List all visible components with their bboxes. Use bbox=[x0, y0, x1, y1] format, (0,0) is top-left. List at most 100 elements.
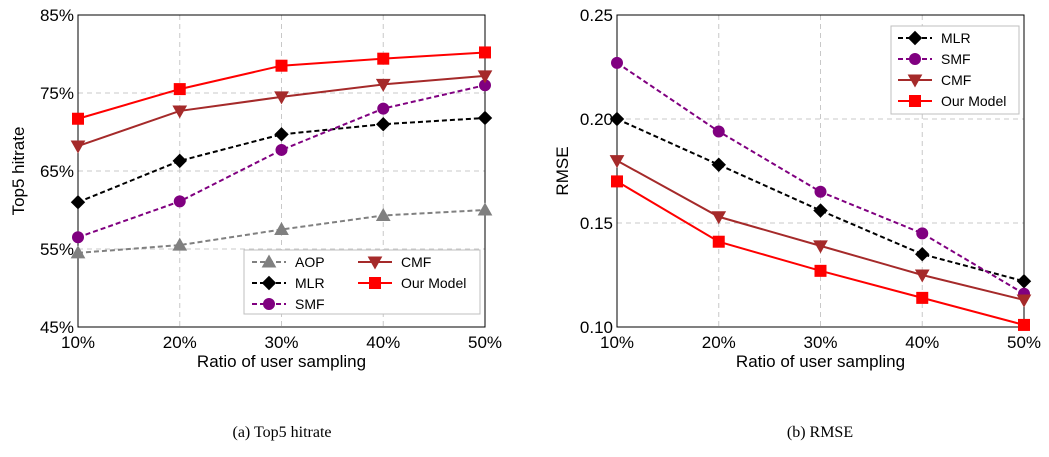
data-point bbox=[1016, 274, 1032, 289]
data-point bbox=[72, 231, 84, 244]
y-axis-label: RMSE bbox=[553, 146, 572, 195]
data-point bbox=[274, 127, 289, 142]
legend-label: AOP bbox=[295, 254, 325, 270]
data-point bbox=[275, 143, 288, 156]
legend-label: CMF bbox=[401, 254, 431, 270]
legend-label: SMF bbox=[941, 51, 971, 67]
caption: (a) Top5 hitrate bbox=[233, 424, 332, 441]
series-cmf bbox=[609, 155, 1032, 308]
data-point bbox=[70, 245, 86, 259]
data-point bbox=[915, 246, 930, 262]
series-mlr bbox=[609, 111, 1032, 289]
data-point bbox=[711, 211, 727, 225]
data-point bbox=[377, 52, 390, 65]
data-point bbox=[712, 125, 725, 138]
data-point bbox=[813, 203, 828, 218]
data-point bbox=[916, 291, 929, 304]
x-axis-label: Ratio of user sampling bbox=[736, 352, 905, 371]
x-tick-label: 50% bbox=[468, 333, 502, 352]
series-mlr bbox=[70, 110, 493, 210]
y-tick-label: 85% bbox=[40, 6, 74, 25]
y-tick-label: 65% bbox=[40, 162, 74, 181]
data-point bbox=[914, 269, 930, 283]
y-tick-label: 0.10 bbox=[580, 318, 613, 337]
data-point bbox=[477, 70, 493, 84]
data-point bbox=[275, 59, 288, 72]
series-our-model bbox=[611, 175, 1030, 331]
data-point bbox=[172, 153, 187, 169]
legend-marker bbox=[909, 53, 921, 65]
y-tick-label: 75% bbox=[40, 84, 74, 103]
data-point bbox=[814, 185, 827, 198]
data-point bbox=[274, 91, 289, 105]
y-tick-label: 45% bbox=[40, 318, 74, 337]
data-point bbox=[1016, 294, 1032, 308]
legend-label: MLR bbox=[295, 275, 325, 291]
legend-label: MLR bbox=[941, 30, 971, 46]
legend-marker bbox=[907, 30, 923, 46]
legend-marker bbox=[261, 275, 277, 291]
legend-marker bbox=[261, 254, 277, 268]
series-smf bbox=[72, 79, 491, 244]
legend-label: SMF bbox=[295, 296, 325, 312]
x-tick-label: 40% bbox=[366, 333, 400, 352]
data-point bbox=[1018, 318, 1030, 331]
chart-top5-hitrate: 10% 20% 30% 40% 50% 45% 55% 65% 75% 85% Ratio of u… bbox=[9, 6, 502, 441]
caption: (b) RMSE bbox=[787, 424, 853, 441]
data-point bbox=[173, 83, 186, 96]
x-tick-label: 10% bbox=[600, 333, 634, 352]
x-axis-label: Ratio of user sampling bbox=[197, 352, 366, 371]
x-tick-label: 20% bbox=[163, 333, 197, 352]
y-tick-label: 55% bbox=[40, 240, 74, 259]
data-point bbox=[376, 116, 391, 132]
data-point bbox=[375, 207, 391, 221]
series-our-model bbox=[72, 46, 491, 125]
legend-marker bbox=[263, 298, 275, 310]
x-tick-label: 30% bbox=[264, 333, 298, 352]
data-point bbox=[711, 157, 726, 172]
x-tick-label: 30% bbox=[803, 333, 837, 352]
legend-label: Our Model bbox=[941, 93, 1006, 109]
legend-label: Our Model bbox=[401, 275, 466, 291]
data-point bbox=[375, 78, 391, 92]
y-tick-label: 0.15 bbox=[580, 214, 613, 233]
chart-rmse: 10% 20% 30% 40% 50% 0.10 0.15 0.20 0.25 Ratio of … bbox=[553, 6, 1041, 441]
data-point bbox=[173, 195, 186, 208]
x-tick-label: 10% bbox=[61, 333, 95, 352]
data-point bbox=[916, 227, 929, 240]
legend-marker bbox=[907, 74, 923, 88]
legend-marker bbox=[909, 95, 921, 107]
plot-frame bbox=[616, 14, 1025, 328]
series-aop bbox=[70, 202, 493, 259]
legend-marker bbox=[367, 256, 383, 270]
data-point bbox=[274, 221, 289, 235]
legend-frame bbox=[243, 249, 481, 315]
x-tick-label: 20% bbox=[702, 333, 736, 352]
data-point bbox=[172, 105, 188, 119]
y-tick-label: 0.20 bbox=[580, 110, 613, 129]
x-tick-label: 40% bbox=[905, 333, 939, 352]
y-axis-label: Top5 hitrate bbox=[9, 127, 28, 216]
series-cmf bbox=[70, 70, 493, 154]
data-point bbox=[70, 194, 86, 210]
legend: AOP MLR SMF CMF Our Model bbox=[243, 249, 481, 315]
series-line bbox=[616, 118, 1025, 283]
data-point bbox=[70, 140, 86, 154]
data-point bbox=[172, 237, 188, 251]
x-tick-label: 50% bbox=[1007, 333, 1041, 352]
y-tick-label: 0.25 bbox=[580, 6, 613, 25]
legend-marker bbox=[369, 277, 381, 289]
legend: MLR SMF CMF Our Model bbox=[890, 25, 1020, 115]
data-point bbox=[609, 155, 625, 169]
data-point bbox=[609, 111, 625, 127]
data-point bbox=[377, 102, 390, 115]
legend-label: CMF bbox=[941, 72, 971, 88]
data-point bbox=[611, 56, 623, 69]
data-point bbox=[477, 202, 493, 216]
plot-frame bbox=[77, 14, 486, 328]
data-point bbox=[813, 240, 828, 254]
data-point bbox=[72, 112, 84, 125]
data-point bbox=[477, 110, 493, 126]
data-point bbox=[712, 235, 725, 248]
